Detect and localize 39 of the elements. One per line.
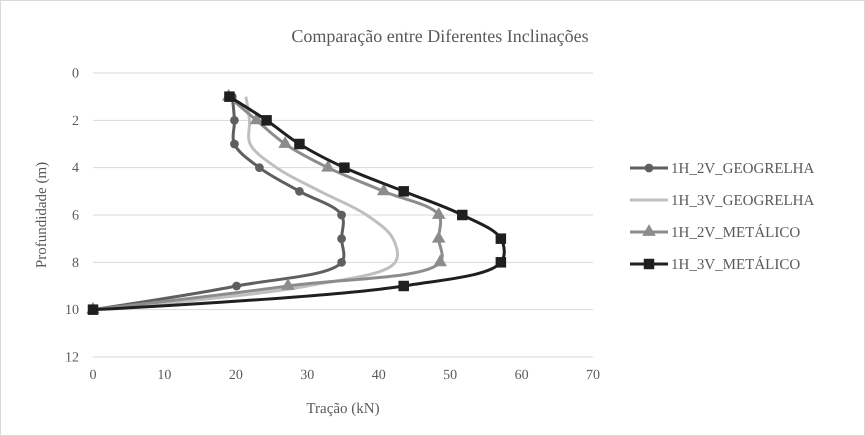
x-tick-label: 50 — [443, 368, 458, 383]
point — [261, 115, 272, 126]
point — [337, 234, 346, 244]
point — [398, 280, 409, 292]
legend-label: 1H_2V_GEOGRELHA — [671, 161, 814, 177]
point — [496, 257, 506, 268]
point — [224, 91, 235, 102]
x-tick-label: 0 — [90, 368, 96, 383]
x-axis-title: Tração (kN) — [306, 401, 380, 417]
y-tick-label: 8 — [72, 256, 79, 271]
x-tick-label: 40 — [372, 368, 386, 383]
legend-label: 1H_3V_GEOGRELHA — [671, 193, 814, 209]
y-tick-label: 10 — [65, 303, 79, 318]
point — [457, 210, 468, 220]
point — [230, 116, 239, 125]
point — [232, 282, 241, 290]
point — [294, 138, 305, 150]
y-tick-label: 2 — [72, 114, 79, 129]
point — [339, 162, 350, 173]
x-tick-label: 20 — [228, 368, 243, 383]
x-tick-label: 70 — [586, 368, 600, 383]
point — [255, 163, 264, 172]
legend-label: 1H_3V_METÁLICO — [671, 256, 800, 273]
y-axis-title: Profundidade (m) — [34, 162, 50, 268]
point — [230, 140, 239, 148]
point — [337, 210, 346, 220]
chart-title: Comparação entre Diferentes Inclinações — [291, 26, 589, 46]
y-tick-label: 6 — [72, 208, 79, 224]
point — [398, 186, 409, 197]
x-tick-label: 30 — [300, 368, 314, 383]
point — [337, 258, 346, 267]
point — [496, 233, 506, 244]
y-tick-label: 0 — [72, 66, 79, 82]
x-tick-label: 10 — [157, 368, 172, 383]
legend-label: 1H_2V_METÁLICO — [671, 224, 800, 241]
y-tick-label: 4 — [72, 161, 79, 176]
x-tick-label: 60 — [514, 368, 529, 383]
y-tick-label: 12 — [65, 350, 79, 366]
point — [295, 186, 304, 196]
